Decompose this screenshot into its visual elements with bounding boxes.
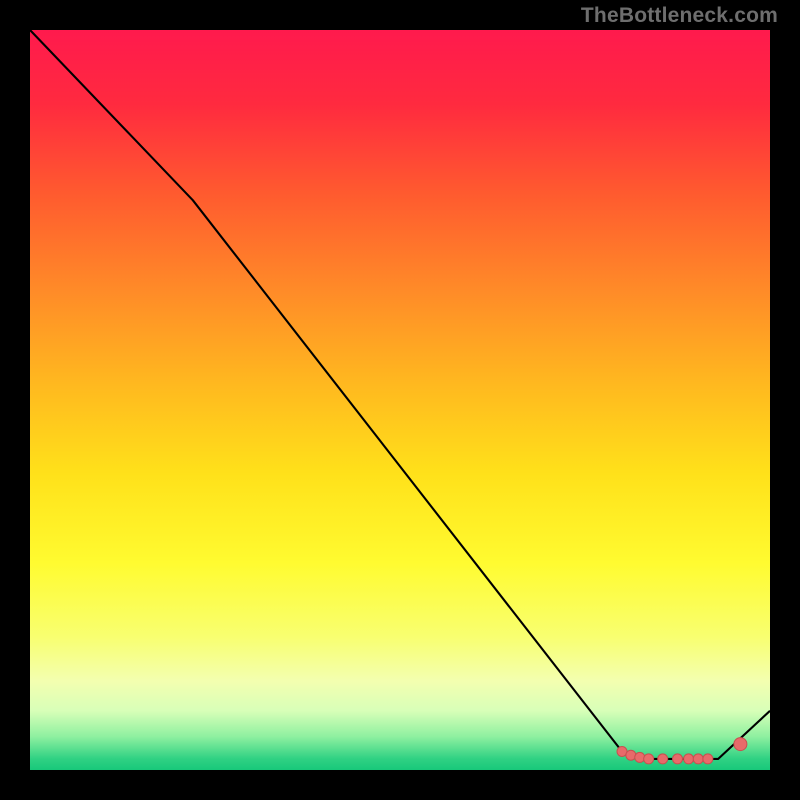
marker-point <box>734 738 747 751</box>
marker-point <box>693 754 703 764</box>
watermark-text: TheBottleneck.com <box>581 4 778 28</box>
plot-background <box>30 30 770 770</box>
marker-point <box>626 750 636 760</box>
marker-point <box>703 754 713 764</box>
marker-point <box>658 754 668 764</box>
marker-point <box>673 754 683 764</box>
chart-frame: TheBottleneck.com <box>0 0 800 800</box>
marker-point <box>635 752 645 762</box>
marker-point <box>684 754 694 764</box>
bottleneck-chart <box>0 0 800 800</box>
marker-point <box>644 754 654 764</box>
